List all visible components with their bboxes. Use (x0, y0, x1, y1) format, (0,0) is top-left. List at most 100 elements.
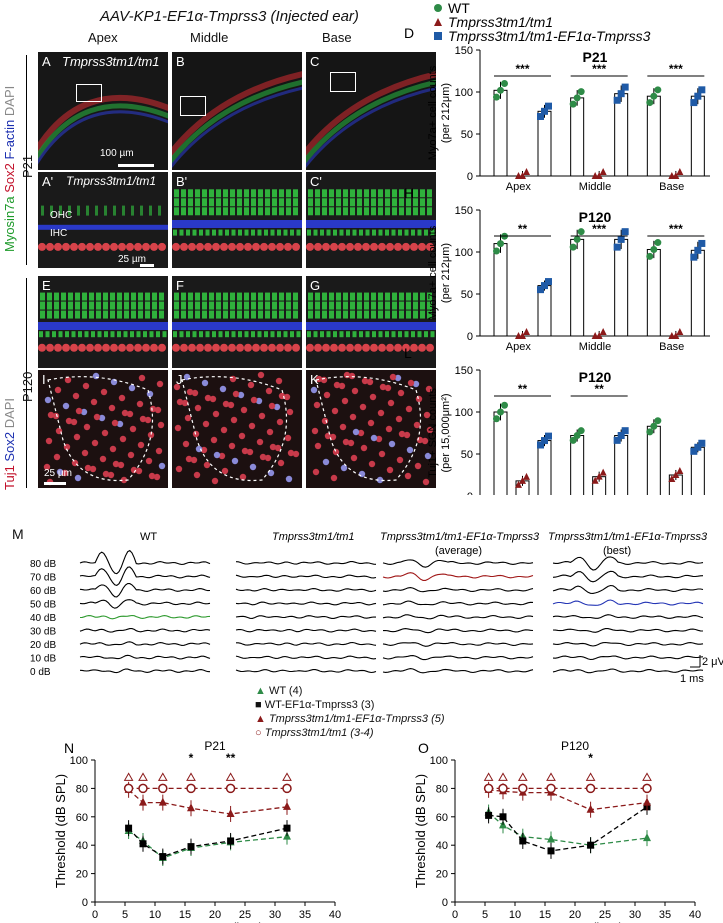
bar-ytick-label: 150 (455, 205, 473, 217)
bar-charts: WTTmprss3tm1/tm1Tmprss3tm1/tm1-EF1α-Tmpr… (404, 0, 710, 495)
line-point (139, 797, 147, 806)
abr-trace (382, 587, 534, 593)
abr-trace (382, 628, 534, 634)
abr-trace (552, 584, 704, 594)
abr-trace (552, 570, 704, 583)
bar-category-label: Middle (579, 181, 611, 193)
bar-point (493, 247, 500, 255)
panel-label-B2: B' (176, 174, 188, 189)
abr-trace (552, 668, 704, 674)
panel-label-A: A (42, 54, 51, 69)
line-point (643, 833, 651, 842)
line-ytick-label: 40 (76, 840, 88, 852)
bar-ytick-label: 0 (467, 491, 473, 495)
hair-cell-image (172, 172, 302, 268)
bar-category-label: Base (659, 341, 684, 353)
line-xtick-label: 15 (179, 909, 191, 921)
legend-label-0: WT (448, 0, 470, 16)
line-point (643, 797, 651, 806)
bar-L-0-0 (493, 411, 508, 495)
abr-trace (235, 615, 377, 619)
abr-trace (552, 628, 704, 633)
bar-point (519, 476, 526, 484)
no-response-marker (138, 772, 148, 781)
line-xtick-label: 25 (599, 909, 611, 921)
abr-trace (235, 574, 377, 579)
abr-trace (382, 655, 534, 661)
bar-point (541, 107, 548, 115)
bar-point (613, 96, 621, 104)
hair-cell-image (38, 276, 168, 368)
abr-trace (382, 572, 534, 581)
abr-scale-t: 1 ms (680, 673, 704, 685)
panel-A-genotype: Tmprss3tm1/tm1 (62, 54, 160, 69)
line-point (226, 808, 235, 817)
no-response-marker (282, 772, 292, 781)
bar-point (515, 480, 522, 488)
roi-box-2 (330, 72, 356, 92)
bar-ytick-label: 0 (467, 171, 473, 183)
bar-point (493, 415, 500, 423)
line-xtick-label: 25 (239, 909, 251, 921)
sig-stars: ** (518, 222, 528, 236)
sgn-image (38, 370, 168, 488)
line-sig-star: * (588, 751, 593, 765)
bar-point (577, 88, 585, 96)
panel-label-C: C (310, 54, 320, 69)
abr-trace (552, 599, 704, 606)
line-ytick-label: 20 (76, 869, 88, 881)
hair-cell-image (306, 172, 436, 268)
abr-trace (79, 599, 211, 609)
bar-point (668, 475, 676, 483)
line-point (225, 783, 236, 794)
panel-A2-genotype: Tmprss3tm1/tm1 (66, 174, 157, 188)
bar-point (617, 235, 625, 243)
ohc-label: OHC (50, 210, 73, 221)
bar-ylabel-group: Tuj1+ SGN counts (per 15,000μm²) (427, 388, 452, 478)
bar-H-2-1 (614, 238, 629, 337)
line-ytick-label: 100 (70, 755, 88, 767)
bar-point (650, 422, 658, 430)
legend-sq-ef (434, 32, 442, 40)
bar-point (650, 92, 658, 100)
line-point (186, 783, 196, 794)
bar-ylabel-group: Myo7a+ cell counts (per 212μm) (427, 225, 452, 320)
scale-bar-1 (140, 264, 154, 267)
figure-title: AAV-KP1-EF1α-Tmprss3 (Injected ear) (100, 8, 359, 25)
col-middle: Middle (190, 30, 229, 45)
bar-ytick-label: 50 (461, 449, 473, 461)
bar-H-2-2 (690, 249, 705, 337)
bar-point (523, 167, 530, 175)
bar-D-2-1 (614, 93, 629, 177)
row-label-p120: P120 (20, 371, 35, 402)
line-ytick-label: 80 (76, 783, 88, 795)
threshold-charts: NP210204060801000510152025303540Frequenc… (53, 740, 701, 923)
bar-point (573, 94, 581, 102)
bar-point (595, 472, 603, 480)
panel-label-J: J (176, 372, 183, 387)
abr-level-label: 20 dB (30, 640, 56, 651)
bar-title-H: P120 (579, 209, 612, 225)
line-xtick-label: 5 (482, 909, 488, 921)
panel-label-H: H (404, 185, 414, 201)
line-point (158, 797, 167, 806)
panel-label-D: D (404, 25, 414, 41)
bar-point (698, 439, 706, 447)
line-point (587, 841, 595, 849)
line-xtick-label: 15 (539, 909, 551, 921)
scale-bar-2 (44, 482, 66, 485)
bar-point (497, 86, 504, 94)
abr-trace (79, 668, 211, 674)
legend-mut-ef: ▲ Tmprss3tm1/tm1-EF1α-Tmprss3 (5) (255, 713, 445, 725)
bar-point (501, 401, 508, 409)
scale-bar-0 (118, 164, 154, 167)
abr-header-2: Tmprss3tm1/tm1-EF1α-Tmprss3 (380, 531, 540, 543)
stain-label-1: Myosin7a Sox2 F-actin DAPI (2, 85, 17, 252)
line-ytick-label: 100 (430, 755, 448, 767)
legend-label-1: Tmprss3tm1/tm1 (448, 14, 553, 30)
sig-stars: *** (669, 62, 683, 76)
bar-point (676, 167, 684, 175)
no-response-marker (642, 772, 652, 781)
abr-trace (79, 654, 211, 660)
panel-label-I: I (42, 372, 46, 387)
